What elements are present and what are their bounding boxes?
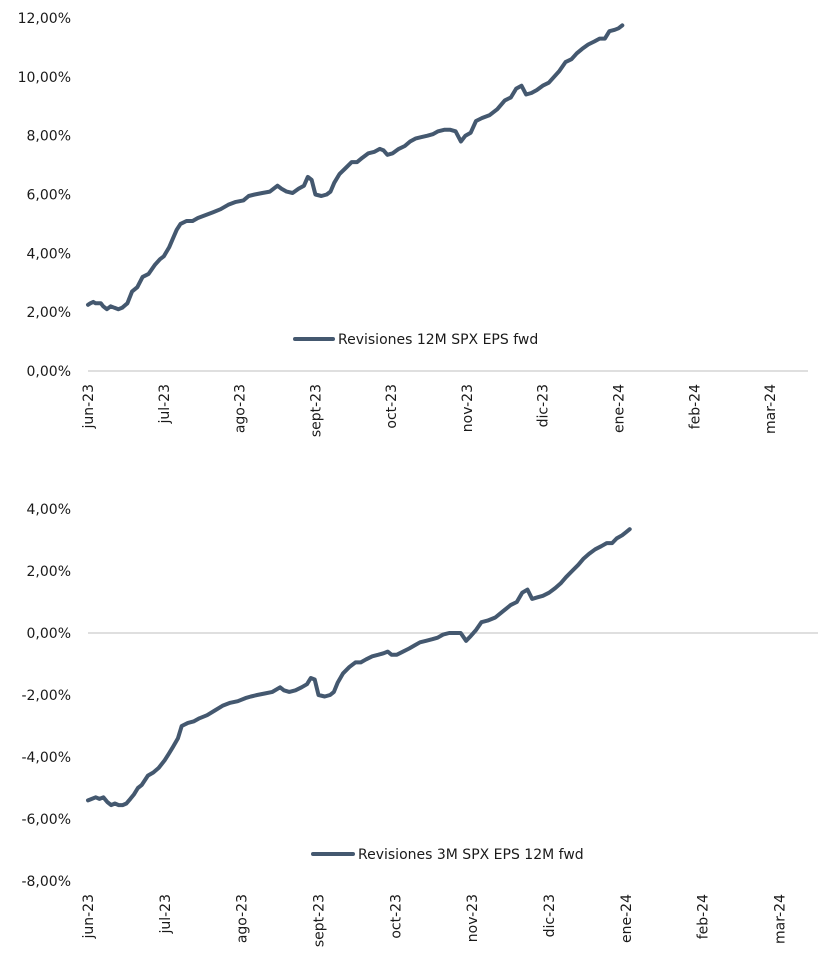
y-tick-label: -6,00% [21,812,71,828]
y-tick-label: -2,00% [21,688,71,704]
x-tick-label: nov-23 [460,384,476,432]
x-tick-label: mar-24 [773,894,789,944]
y-tick-label: 0,00% [27,626,71,642]
x-tick-label: mar-24 [763,384,779,434]
x-tick-label: ene-24 [612,384,628,433]
legend-label: Revisiones 3M SPX EPS 12M fwd [358,847,584,863]
y-tick-label: -8,00% [21,874,71,890]
legend-label: Revisiones 12M SPX EPS fwd [338,332,538,348]
y-tick-label: -4,00% [21,750,71,766]
series-line [86,527,632,808]
y-tick-label: 4,00% [27,502,71,518]
x-tick-label: dic-23 [536,384,552,427]
series-line [86,23,625,312]
y-tick-label: 2,00% [27,564,71,580]
x-tick-label: jun-23 [81,894,97,940]
y-tick-label: 10,00% [18,70,71,86]
x-tick-label: feb-24 [696,894,712,939]
x-tick-label: sept-23 [312,894,328,947]
x-tick-label: feb-24 [687,384,703,429]
y-tick-label: 0,00% [27,364,71,380]
x-tick-label: oct-23 [384,384,400,429]
x-tick-label: jul-23 [157,384,173,425]
x-tick-label: jun-23 [81,384,97,430]
chart-bottom: -8,00% -6,00% -4,00% -2,00% 0,00% 2,00% 4,00% j… [21,502,818,947]
x-tick-label: oct-23 [388,894,404,939]
chart-top: 0,00% 2,00% 4,00% 6,00% 8,00% 10,00% 12,00% jun… [18,11,808,437]
x-tick-label: nov-23 [465,894,481,942]
y-tick-label: 8,00% [27,129,71,145]
x-tick-label: jul-23 [158,894,174,935]
x-tick-label: ago-23 [233,384,249,433]
x-tick-label: ene-24 [619,894,635,943]
y-tick-label: 4,00% [27,246,71,262]
y-tick-label: 12,00% [18,11,71,27]
x-tick-label: ago-23 [235,894,251,943]
y-tick-label: 2,00% [27,305,71,321]
y-tick-label: 6,00% [27,188,71,204]
x-tick-label: dic-23 [542,894,558,937]
x-tick-label: sept-23 [308,384,324,437]
